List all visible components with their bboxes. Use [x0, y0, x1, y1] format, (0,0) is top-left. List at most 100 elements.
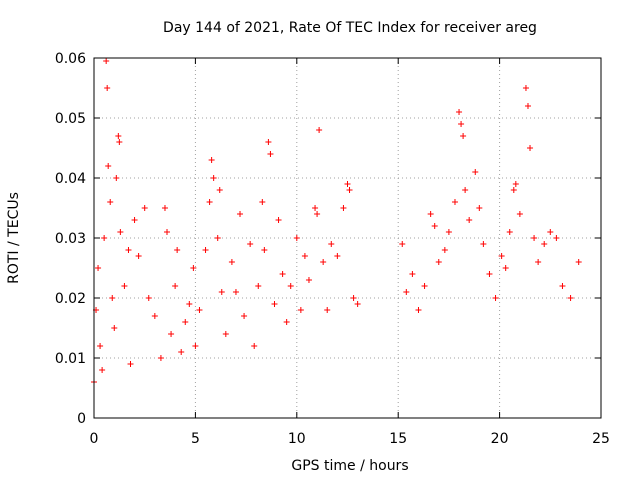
y-tick-label: 0: [77, 411, 86, 427]
grid-lines: [94, 58, 601, 418]
data-point: [192, 343, 199, 349]
data-point: [208, 157, 215, 163]
data-point: [451, 199, 458, 205]
data-points: [91, 58, 582, 385]
data-point: [232, 289, 239, 295]
data-point: [458, 121, 465, 127]
data-point: [116, 139, 123, 145]
y-tick-label: 0.04: [55, 171, 86, 187]
data-point: [178, 349, 185, 355]
data-point: [516, 211, 523, 217]
data-point: [460, 133, 467, 139]
data-point: [435, 259, 442, 265]
data-point: [265, 139, 272, 145]
data-point: [174, 247, 181, 253]
data-point: [324, 307, 331, 313]
data-point: [456, 109, 463, 115]
data-point: [346, 187, 353, 193]
data-point: [409, 271, 416, 277]
data-point: [113, 175, 120, 181]
data-point: [214, 235, 221, 241]
data-point: [559, 283, 566, 289]
data-point: [466, 217, 473, 223]
data-point: [287, 283, 294, 289]
data-point: [267, 151, 274, 157]
data-point: [164, 229, 171, 235]
data-point: [502, 265, 509, 271]
data-point: [350, 295, 357, 301]
y-axis-ticks: 0 0.01 0.02 0.03 0.04 0.05 0.06: [55, 51, 601, 427]
data-point: [531, 235, 538, 241]
data-point: [259, 199, 266, 205]
data-point: [127, 361, 134, 367]
data-point: [283, 319, 290, 325]
x-tick-label: 25: [592, 431, 610, 447]
data-point: [228, 259, 235, 265]
data-point: [131, 217, 138, 223]
data-point: [206, 199, 213, 205]
data-point: [115, 133, 122, 139]
data-point: [431, 223, 438, 229]
data-point: [354, 301, 361, 307]
chart-title: Day 144 of 2021, Rate Of TEC Index for r…: [163, 20, 537, 36]
data-point: [210, 175, 217, 181]
data-point: [182, 319, 189, 325]
data-point: [196, 307, 203, 313]
data-point: [151, 313, 158, 319]
data-point: [522, 85, 529, 91]
data-point: [427, 211, 434, 217]
data-point: [172, 283, 179, 289]
data-point: [168, 331, 175, 337]
data-point: [145, 295, 152, 301]
data-point: [157, 355, 164, 361]
data-point: [251, 343, 258, 349]
data-point: [480, 241, 487, 247]
data-point: [486, 271, 493, 277]
data-point: [141, 205, 148, 211]
data-point: [575, 259, 582, 265]
data-point: [441, 247, 448, 253]
data-point: [99, 367, 106, 373]
data-point: [97, 343, 104, 349]
data-point: [512, 181, 519, 187]
y-axis-label: ROTI / TECUs: [6, 192, 22, 284]
data-point: [541, 241, 548, 247]
data-point: [117, 229, 124, 235]
x-tick-label: 5: [191, 431, 200, 447]
data-point: [241, 313, 248, 319]
data-point: [121, 283, 128, 289]
data-point: [111, 325, 118, 331]
data-point: [247, 241, 254, 247]
y-tick-label: 0.06: [55, 51, 86, 67]
data-point: [553, 235, 560, 241]
data-point: [161, 205, 168, 211]
data-point: [301, 253, 308, 259]
data-point: [293, 235, 300, 241]
data-point: [95, 265, 102, 271]
data-point: [103, 58, 110, 64]
data-point: [305, 277, 312, 283]
data-point: [222, 331, 229, 337]
data-point: [216, 187, 223, 193]
x-tick-label: 0: [90, 431, 99, 447]
data-point: [506, 229, 513, 235]
data-point: [524, 103, 531, 109]
data-point: [135, 253, 142, 259]
y-tick-label: 0.02: [55, 291, 86, 307]
x-tick-label: 10: [288, 431, 306, 447]
data-point: [314, 211, 321, 217]
x-tick-label: 15: [389, 431, 407, 447]
x-axis-label: GPS time / hours: [291, 458, 408, 474]
data-point: [255, 283, 262, 289]
data-point: [403, 289, 410, 295]
data-point: [334, 253, 341, 259]
data-point: [186, 301, 193, 307]
data-point: [340, 205, 347, 211]
data-point: [105, 163, 112, 169]
data-point: [328, 241, 335, 247]
data-point: [190, 265, 197, 271]
data-point: [125, 247, 132, 253]
data-point: [320, 259, 327, 265]
data-point: [510, 187, 517, 193]
